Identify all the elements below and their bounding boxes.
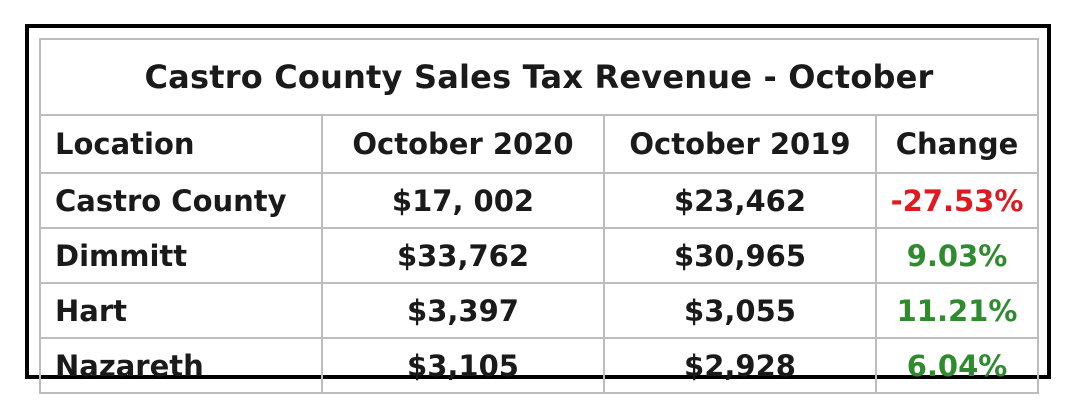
table-row: Hart $3,397 $3,055 11.21% bbox=[39, 282, 1040, 339]
location-cell: Castro County bbox=[39, 172, 323, 229]
header-october-2020: October 2020 bbox=[321, 114, 605, 174]
change-cell: 9.03% bbox=[874, 227, 1040, 284]
table-row: Dimmitt $33,762 $30,965 9.03% bbox=[39, 227, 1040, 284]
location-cell: Hart bbox=[39, 282, 323, 339]
october-2020-cell: $17, 002 bbox=[321, 172, 605, 229]
october-2019-cell: $3,055 bbox=[603, 282, 877, 339]
header-october-2019: October 2019 bbox=[603, 114, 877, 174]
october-2019-cell: $23,462 bbox=[603, 172, 877, 229]
change-cell: 6.04% bbox=[874, 337, 1040, 394]
change-cell: 11.21% bbox=[874, 282, 1040, 339]
october-2019-cell: $30,965 bbox=[603, 227, 877, 284]
location-cell: Dimmitt bbox=[39, 227, 323, 284]
header-row: Location October 2020 October 2019 Chang… bbox=[39, 114, 1040, 174]
october-2020-cell: $3,105 bbox=[321, 337, 605, 394]
table-row: Castro County $17, 002 $23,462 -27.53% bbox=[39, 172, 1040, 229]
table-frame: Castro County Sales Tax Revenue - Octobe… bbox=[25, 24, 1051, 394]
table-row: Nazareth $3,105 $2,928 6.04% bbox=[39, 337, 1040, 394]
header-location: Location bbox=[39, 114, 323, 174]
header-change: Change bbox=[874, 114, 1040, 174]
october-2019-cell: $2,928 bbox=[603, 337, 877, 394]
location-cell: Nazareth bbox=[39, 337, 323, 394]
table-title: Castro County Sales Tax Revenue - Octobe… bbox=[38, 38, 1040, 116]
title-row: Castro County Sales Tax Revenue - Octobe… bbox=[38, 38, 1040, 116]
change-cell: -27.53% bbox=[874, 172, 1040, 229]
october-2020-cell: $33,762 bbox=[321, 227, 605, 284]
october-2020-cell: $3,397 bbox=[321, 282, 605, 339]
sales-tax-table: Castro County Sales Tax Revenue - Octobe… bbox=[38, 38, 1040, 394]
